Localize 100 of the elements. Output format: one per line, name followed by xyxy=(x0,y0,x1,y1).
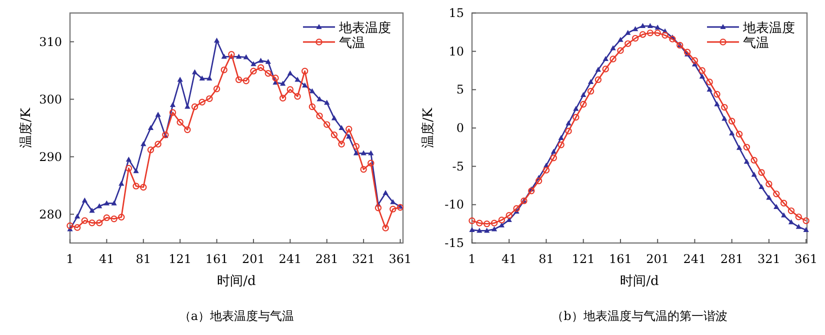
point xyxy=(390,206,396,212)
point xyxy=(669,36,676,42)
x-tick-label: 161 xyxy=(205,252,228,266)
point xyxy=(662,32,668,39)
point xyxy=(602,66,609,72)
point xyxy=(736,130,743,138)
point xyxy=(140,184,147,191)
x-tick-label: 81 xyxy=(538,252,554,266)
point xyxy=(236,54,242,59)
legend-label: 气温 xyxy=(339,36,365,51)
x-axis-title: 时间/d xyxy=(217,274,256,289)
point xyxy=(126,156,132,162)
point xyxy=(287,70,293,76)
point xyxy=(780,200,788,206)
point xyxy=(382,224,389,232)
point xyxy=(368,150,374,156)
point xyxy=(308,103,316,110)
point xyxy=(82,197,88,202)
point xyxy=(758,184,764,190)
point xyxy=(513,205,520,212)
y-tick-label: 280 xyxy=(39,207,62,222)
point xyxy=(588,79,594,84)
text: （a）地表温度与气温 xyxy=(178,309,294,323)
point xyxy=(206,76,212,81)
point xyxy=(647,23,653,28)
point xyxy=(103,214,110,222)
x-tick-label: 281 xyxy=(315,252,338,266)
point xyxy=(566,120,572,126)
point xyxy=(750,156,758,164)
x-tick-label: 241 xyxy=(683,252,706,266)
point xyxy=(476,228,482,233)
point xyxy=(88,220,96,226)
x-tick-label: 41 xyxy=(501,252,517,266)
point xyxy=(728,118,736,124)
point xyxy=(632,26,638,32)
x-tick-label: 241 xyxy=(278,252,302,266)
legend-label: 地表温度 xyxy=(742,20,795,36)
point xyxy=(491,226,498,232)
x-tick-label: 1 xyxy=(66,252,74,266)
point xyxy=(220,66,228,74)
point xyxy=(74,224,81,231)
point xyxy=(625,30,631,35)
y-tick-label: 10 xyxy=(448,44,464,58)
point xyxy=(243,54,249,60)
point xyxy=(330,132,338,138)
point xyxy=(257,64,264,71)
point xyxy=(316,112,323,120)
point xyxy=(684,48,691,56)
point xyxy=(192,69,198,74)
point xyxy=(781,212,787,218)
point xyxy=(96,220,103,226)
point xyxy=(258,58,264,63)
point xyxy=(147,146,154,154)
point xyxy=(506,212,512,219)
point xyxy=(565,128,572,134)
point xyxy=(206,95,213,102)
legend-label: 气温 xyxy=(743,36,769,51)
point xyxy=(595,66,602,72)
x-tick-label: 201 xyxy=(242,252,265,266)
point xyxy=(140,141,146,146)
legend-label: 地表温度 xyxy=(338,20,391,36)
point xyxy=(617,47,624,54)
point xyxy=(654,24,660,30)
y-tick-label: 5 xyxy=(456,82,464,97)
x-tick-label: 121 xyxy=(572,252,595,266)
x-tick-label: 281 xyxy=(720,252,744,266)
point xyxy=(773,190,780,198)
point xyxy=(324,100,330,105)
x-tick-label: 201 xyxy=(646,252,670,266)
point xyxy=(580,92,586,98)
point xyxy=(550,154,558,162)
y-axis-title: 温度/K xyxy=(18,108,34,148)
point xyxy=(316,96,322,102)
point xyxy=(111,200,117,206)
point xyxy=(294,93,301,100)
point xyxy=(484,220,490,228)
point xyxy=(640,23,646,28)
y-tick-label: 300 xyxy=(39,92,62,106)
point xyxy=(360,166,367,173)
point xyxy=(802,217,810,224)
point xyxy=(722,116,728,121)
point xyxy=(338,140,345,148)
point xyxy=(176,118,184,126)
x-tick-label: 1 xyxy=(468,252,476,266)
point xyxy=(624,40,632,48)
point xyxy=(795,214,802,220)
point xyxy=(698,67,706,74)
point xyxy=(498,216,506,224)
x-tick-label: 321 xyxy=(352,252,376,266)
point xyxy=(368,160,374,166)
point xyxy=(774,204,780,209)
y-tick-label: 0 xyxy=(456,121,464,135)
point xyxy=(580,100,587,108)
point xyxy=(766,180,772,188)
point xyxy=(221,54,227,59)
point xyxy=(632,34,639,42)
point xyxy=(743,144,750,151)
y-tick-label: 15 xyxy=(448,6,464,20)
point xyxy=(360,150,366,156)
point xyxy=(250,68,257,74)
